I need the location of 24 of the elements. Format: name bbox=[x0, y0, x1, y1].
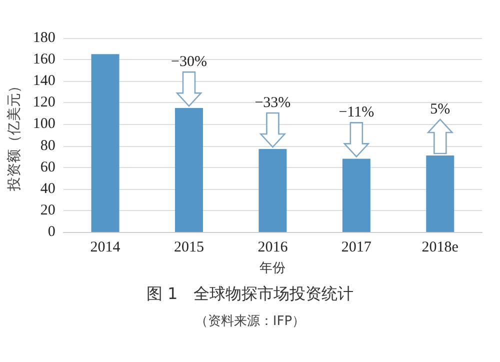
y-tick-label: 20 bbox=[40, 202, 56, 218]
x-tick-label: 2017 bbox=[341, 240, 372, 256]
x-tick-label: 2018e bbox=[422, 240, 459, 256]
x-tick-label: 2014 bbox=[90, 240, 121, 256]
annotation: −33% bbox=[254, 95, 291, 112]
y-axis-title: 投资额（亿美元） bbox=[6, 79, 22, 192]
text: 图 1 全球物探市场投资统计 bbox=[145, 284, 355, 305]
y-tick-label: 120 bbox=[32, 94, 56, 111]
x-axis-title: 年份 bbox=[260, 261, 286, 276]
y-tick-label: 80 bbox=[40, 138, 56, 154]
x-tick-label: 2016 bbox=[258, 240, 288, 256]
annotation: 5% bbox=[430, 101, 450, 118]
y-tick-label: 0 bbox=[48, 224, 56, 240]
annotation: −30% bbox=[170, 54, 207, 70]
y-tick-label: 40 bbox=[40, 180, 56, 197]
text: （资料来源：IFP） bbox=[194, 313, 306, 330]
y-tick-label: 180 bbox=[32, 30, 56, 46]
y-tick-label: 160 bbox=[32, 52, 56, 68]
y-tick-label: 100 bbox=[32, 116, 56, 132]
annotation: −11% bbox=[338, 104, 374, 121]
y-tick-label: 60 bbox=[40, 159, 56, 176]
y-tick-label: 140 bbox=[32, 73, 56, 90]
bar bbox=[91, 54, 120, 232]
x-tick-label: 2015 bbox=[174, 240, 204, 256]
